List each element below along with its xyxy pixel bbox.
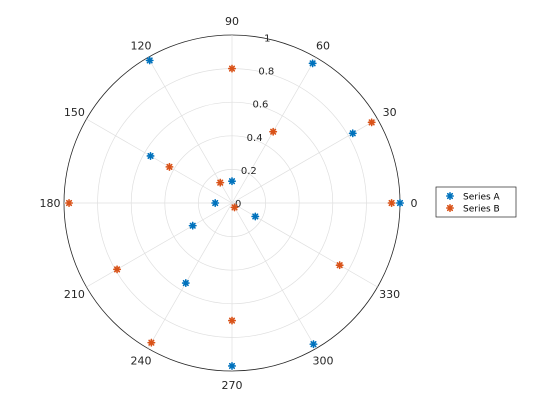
- angle-tick-label: 180: [40, 197, 61, 210]
- angle-tick-labels: 0 30 60 90 120 150 180 210 240 270 300 330: [40, 15, 418, 392]
- angle-tick-label: 60: [316, 39, 330, 52]
- polar-grid: [63, 34, 401, 372]
- data-point: [228, 64, 236, 73]
- data-points: [65, 56, 405, 370]
- angle-tick-label: 300: [313, 355, 334, 368]
- data-point: [65, 199, 74, 207]
- angle-tick-label: 150: [64, 106, 85, 119]
- data-point: [188, 221, 197, 230]
- data-point: [387, 199, 396, 207]
- radius-tick-labels: 0 0.2 0.4 0.6 0.8 1: [235, 34, 274, 210]
- data-point: [113, 265, 122, 274]
- radius-tick-label: 0.4: [247, 133, 263, 144]
- angle-tick-label: 240: [131, 355, 152, 368]
- legend-label: Series B: [463, 205, 500, 215]
- angle-tick-label: 330: [379, 288, 400, 301]
- data-point: [230, 203, 239, 212]
- grid-spoke: [86, 202, 233, 288]
- data-point: [165, 162, 174, 171]
- data-point: [335, 261, 344, 270]
- data-point: [395, 199, 405, 207]
- legend-marker: [445, 192, 455, 200]
- series-2: [65, 64, 396, 347]
- legend-marker: [445, 204, 455, 212]
- data-point: [348, 129, 357, 138]
- data-point: [367, 118, 376, 127]
- radius-tick-label: 0: [235, 199, 241, 210]
- data-point: [216, 178, 225, 187]
- radius-tick-label: 1: [264, 34, 270, 45]
- data-point: [309, 340, 318, 349]
- data-point: [145, 56, 154, 65]
- legend-box: [435, 186, 517, 218]
- angle-tick-label: 0: [411, 197, 418, 210]
- angle-tick-label: 270: [222, 379, 243, 392]
- grid-spoke: [231, 118, 378, 204]
- data-point: [308, 59, 317, 68]
- data-point: [251, 212, 260, 221]
- data-point: [211, 199, 220, 207]
- grid-spoke: [147, 202, 233, 349]
- legend: Series A Series B: [435, 186, 517, 218]
- legend-label: Series A: [463, 193, 501, 203]
- data-point: [147, 338, 156, 347]
- grid-spoke: [86, 118, 233, 204]
- radius-tick-label: 0.6: [253, 100, 269, 111]
- data-point: [181, 279, 190, 288]
- data-point: [228, 316, 236, 325]
- data-point: [146, 151, 155, 160]
- data-point: [228, 361, 236, 370]
- radius-tick-label: 0.2: [241, 166, 257, 177]
- radius-tick-label: 0.8: [258, 67, 274, 78]
- grid-spoke: [147, 57, 233, 204]
- data-point: [228, 177, 236, 186]
- data-point: [269, 127, 278, 136]
- angle-tick-label: 30: [383, 106, 397, 119]
- angle-tick-label: 120: [131, 39, 152, 52]
- angle-tick-label: 90: [225, 15, 239, 28]
- grid-spoke: [231, 202, 317, 349]
- angle-tick-label: 210: [64, 288, 85, 301]
- series-1: [145, 56, 405, 370]
